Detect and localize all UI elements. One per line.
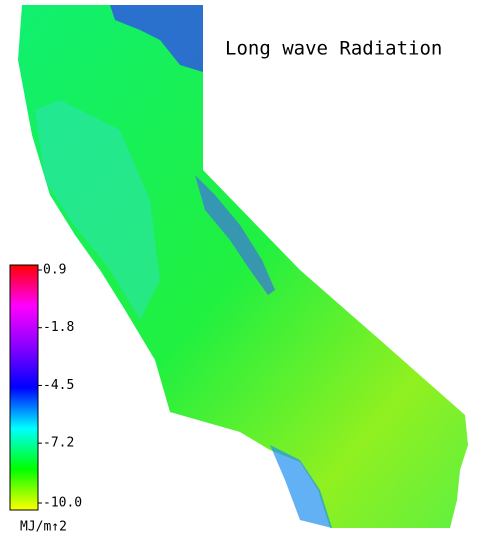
north-blue-area — [110, 5, 203, 72]
colorbar-tick-label: -4.5 — [43, 378, 74, 393]
sierra-blue-area — [195, 175, 275, 295]
colorbar: 0.9 -1.8 -4.5 -7.2 -10.0 — [9, 263, 82, 511]
map-title: Long wave Radiation — [225, 38, 442, 60]
colorbar-tick-label: -10.0 — [43, 496, 82, 511]
california-map — [18, 5, 468, 528]
colorbar-gradient — [9, 264, 39, 511]
land-area — [18, 5, 468, 528]
south-blue-area — [270, 445, 332, 528]
colorbar-tick-label: -7.2 — [43, 436, 74, 451]
colorbar-unit: MJ/m↑2 — [20, 520, 67, 535]
west-cyan-area — [35, 100, 160, 320]
colorbar-tick-label: -1.8 — [43, 320, 74, 335]
colorbar-tick-label: 0.9 — [43, 263, 66, 278]
